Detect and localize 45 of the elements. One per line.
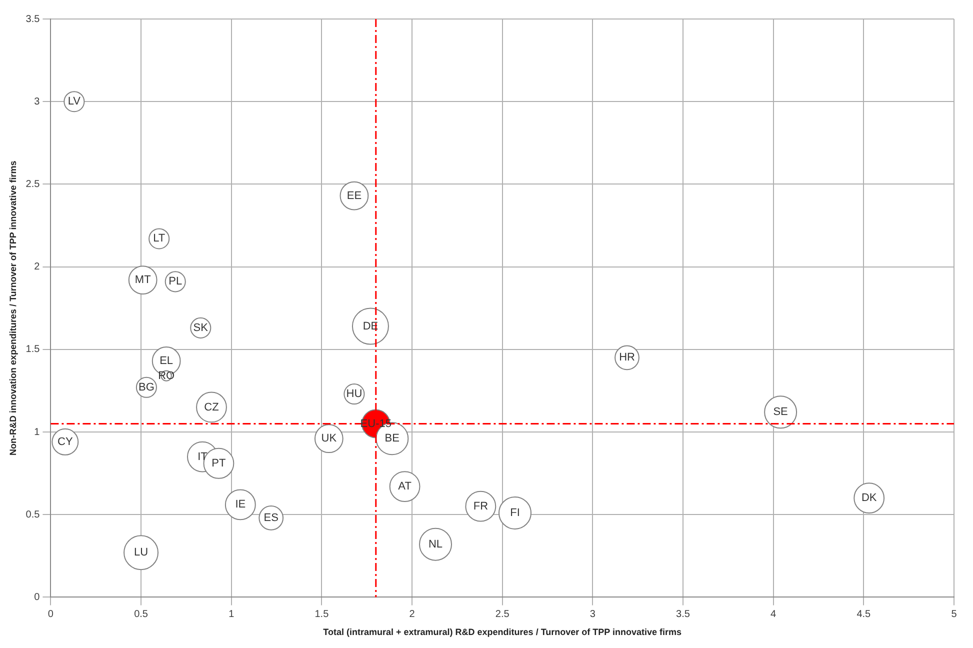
y-tick-label: 1 xyxy=(34,426,40,438)
data-label: EL xyxy=(160,354,174,367)
y-tick-label: 2.5 xyxy=(26,178,40,190)
x-tick-label: 4 xyxy=(770,608,777,620)
data-label: SK xyxy=(193,322,209,334)
x-tick-label: 2 xyxy=(409,608,416,620)
x-tick-label: 1 xyxy=(228,608,235,620)
x-tick-label: 0.5 xyxy=(134,608,148,620)
y-axis-title: Non-R&D innovation expenditures / Turnover of TPP innovative firms xyxy=(8,160,18,456)
x-tick-label: 4.5 xyxy=(856,608,872,620)
x-tick-label: 5 xyxy=(951,608,958,620)
data-label: SE xyxy=(773,406,788,418)
data-label: HU xyxy=(346,388,362,400)
data-label: CZ xyxy=(204,401,220,414)
data-label: BG xyxy=(138,381,154,394)
x-tick-label: 3.5 xyxy=(676,608,690,620)
y-tick-label: 3 xyxy=(34,96,40,108)
x-tick-label: 2.5 xyxy=(495,608,510,620)
y-tick-label: 1.5 xyxy=(26,344,40,356)
data-label: MT xyxy=(134,274,152,286)
data-label: FR xyxy=(473,500,488,512)
data-label: PL xyxy=(168,276,182,288)
data-label: HR xyxy=(619,352,636,364)
x-tick-label: 1.5 xyxy=(314,608,330,620)
data-label: UK xyxy=(321,432,338,445)
data-label: IE xyxy=(235,498,246,511)
x-tick-label: 3 xyxy=(590,608,596,620)
y-tick-label: 0.5 xyxy=(26,509,40,520)
y-tick-label: 3.5 xyxy=(26,14,40,25)
data-label: LU xyxy=(134,546,148,559)
data-label: NL xyxy=(428,538,443,550)
x-tick-label: 0 xyxy=(48,608,54,620)
data-label: ES xyxy=(264,512,278,524)
data-label: AT xyxy=(398,480,412,493)
data-label: FI xyxy=(510,506,520,519)
y-tick-label: 0 xyxy=(34,592,40,603)
data-label: LV xyxy=(68,96,82,108)
data-label: PT xyxy=(212,457,226,470)
x-axis-title: Total (intramural + extramural) R&D expenditures / Turnover of TPP innovative firms xyxy=(323,627,682,638)
data-label: LT xyxy=(153,232,166,245)
data-label: CY xyxy=(58,436,74,448)
data-label: BE xyxy=(384,432,400,445)
data-label: EE xyxy=(346,190,362,202)
data-label: DK xyxy=(861,492,878,504)
y-tick-label: 2 xyxy=(34,262,40,273)
